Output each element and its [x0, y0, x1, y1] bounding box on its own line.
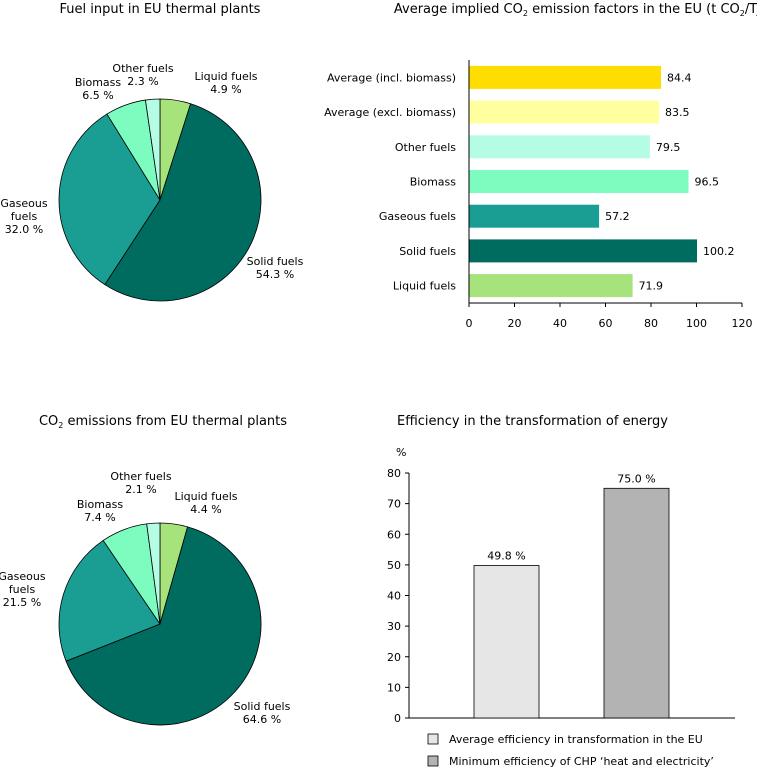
bar-value-liquid-fuels: 71.9: [639, 280, 664, 293]
efficiency-y-unit: %: [396, 446, 406, 459]
bar-label-average-incl-biomass: Average (incl. biomass): [327, 71, 456, 84]
emission-factors-bar-chart: Average implied CO2 emission factors in …: [324, 2, 757, 330]
pie-slice-other-fuels: [146, 522, 161, 625]
pie-value-solid-fuels: 64.6 %: [243, 713, 281, 726]
x-tick-label: 100: [686, 317, 707, 330]
pie-value-liquid-fuels: 4.4 %: [190, 503, 221, 516]
bar-label-liquid-fuels: Liquid fuels: [393, 280, 456, 293]
fuel-input-pie-chart: Fuel input in EU thermal plants Liquid f…: [0, 2, 304, 302]
bar-other-fuels: [469, 135, 650, 159]
bar-biomass: [469, 170, 689, 193]
pie-label-other-fuels: Other fuels: [112, 62, 173, 75]
pie-slice-gaseous-fuels: [58, 539, 161, 662]
bar-solid-fuels: [469, 239, 697, 263]
x-tick-label: 120: [732, 317, 753, 330]
pie-value-biomass: 7.4 %: [84, 511, 115, 524]
bar-value-average-incl-biomass: 84.4: [667, 71, 692, 84]
efficiency-bar-chart: Efficiency in the transformation of ener…: [387, 414, 735, 768]
bar-value-average-excl-biomass: 83.5: [665, 106, 690, 119]
efficiency-bar-value-2: 75.0 %: [617, 472, 655, 485]
pie-label-liquid-fuels: Liquid fuels: [174, 490, 237, 503]
pie-slice-solid-fuels: [104, 103, 262, 302]
efficiency-bar-1: [473, 565, 540, 719]
pie-value-gaseous-fuels: 21.5 %: [3, 596, 41, 609]
y-tick-label: 30: [387, 620, 401, 633]
bar-label-other-fuels: Other fuels: [395, 141, 456, 154]
legend-label-2: Minimum efficiency of CHP ‘heat and elec…: [449, 755, 714, 768]
y-tick-label: 80: [387, 467, 401, 480]
pie-value-other-fuels: 2.1 %: [125, 483, 156, 496]
co2-emissions-pie-chart: CO2 emissions from EU thermal plants Liq…: [0, 414, 291, 726]
bar-label-average-excl-biomass: Average (excl. biomass): [324, 106, 456, 119]
bar-value-solid-fuels: 100.2: [703, 245, 735, 258]
pie-label-gaseous-fuels: Gaseous fuels: [0, 197, 47, 223]
pie-label-solid-fuels: Solid fuels: [234, 700, 291, 713]
pie-value-liquid-fuels: 4.9 %: [210, 83, 241, 96]
emission-factors-title: Average implied CO2 emission factors in …: [394, 2, 757, 18]
efficiency-bar-2: [603, 487, 670, 719]
y-tick-label: 50: [387, 559, 401, 572]
bar-label-gaseous-fuels: Gaseous fuels: [379, 210, 456, 223]
pie-value-gaseous-fuels: 32.0 %: [5, 223, 43, 236]
pie-value-other-fuels: 2.3 %: [127, 75, 158, 88]
pie-label-other-fuels: Other fuels: [110, 470, 171, 483]
pie-value-biomass: 6.5 %: [82, 89, 113, 102]
bar-value-gaseous-fuels: 57.2: [605, 210, 630, 223]
pie-label-solid-fuels: Solid fuels: [247, 255, 304, 268]
legend-swatch-1: [427, 733, 439, 745]
pie-slice-solid-fuels: [65, 526, 262, 726]
x-tick-label: 20: [508, 317, 522, 330]
pie-value-solid-fuels: 54.3 %: [256, 268, 294, 281]
efficiency-bar-value-1: 49.8 %: [487, 549, 525, 562]
legend-label-1: Average efficiency in transformation in …: [449, 733, 703, 746]
bar-average-incl-biomass: [469, 65, 661, 89]
pie-label-biomass: Biomass: [77, 498, 124, 511]
y-tick-label: 40: [387, 590, 401, 603]
legend-swatch-2: [427, 755, 439, 767]
bar-value-biomass: 96.5: [695, 176, 720, 189]
efficiency-title: Efficiency in the transformation of ener…: [397, 414, 668, 429]
bar-gaseous-fuels: [469, 204, 600, 228]
co2-emissions-title: CO2 emissions from EU thermal plants: [39, 414, 287, 430]
y-tick-label: 0: [394, 712, 401, 725]
pie-label-gaseous-fuels: Gaseous fuels: [0, 570, 46, 596]
pie-slice-other-fuels: [144, 98, 161, 201]
x-tick-label: 60: [599, 317, 613, 330]
pie-label-liquid-fuels: Liquid fuels: [194, 70, 257, 83]
bar-average-excl-biomass: [469, 100, 659, 124]
bar-liquid-fuels: [469, 274, 633, 298]
bar-label-biomass: Biomass: [410, 176, 457, 189]
bar-value-other-fuels: 79.5: [656, 141, 681, 154]
pie-slice-gaseous-fuels: [58, 113, 161, 286]
fuel-input-title: Fuel input in EU thermal plants: [60, 2, 261, 17]
bar-label-solid-fuels: Solid fuels: [399, 245, 456, 258]
x-tick-label: 80: [644, 317, 658, 330]
y-tick-label: 60: [387, 528, 401, 541]
y-tick-label: 10: [387, 681, 401, 694]
y-tick-label: 20: [387, 651, 401, 664]
x-tick-label: 0: [466, 317, 473, 330]
x-tick-label: 40: [553, 317, 567, 330]
y-tick-label: 70: [387, 498, 401, 511]
pie-label-biomass: Biomass: [75, 76, 122, 89]
